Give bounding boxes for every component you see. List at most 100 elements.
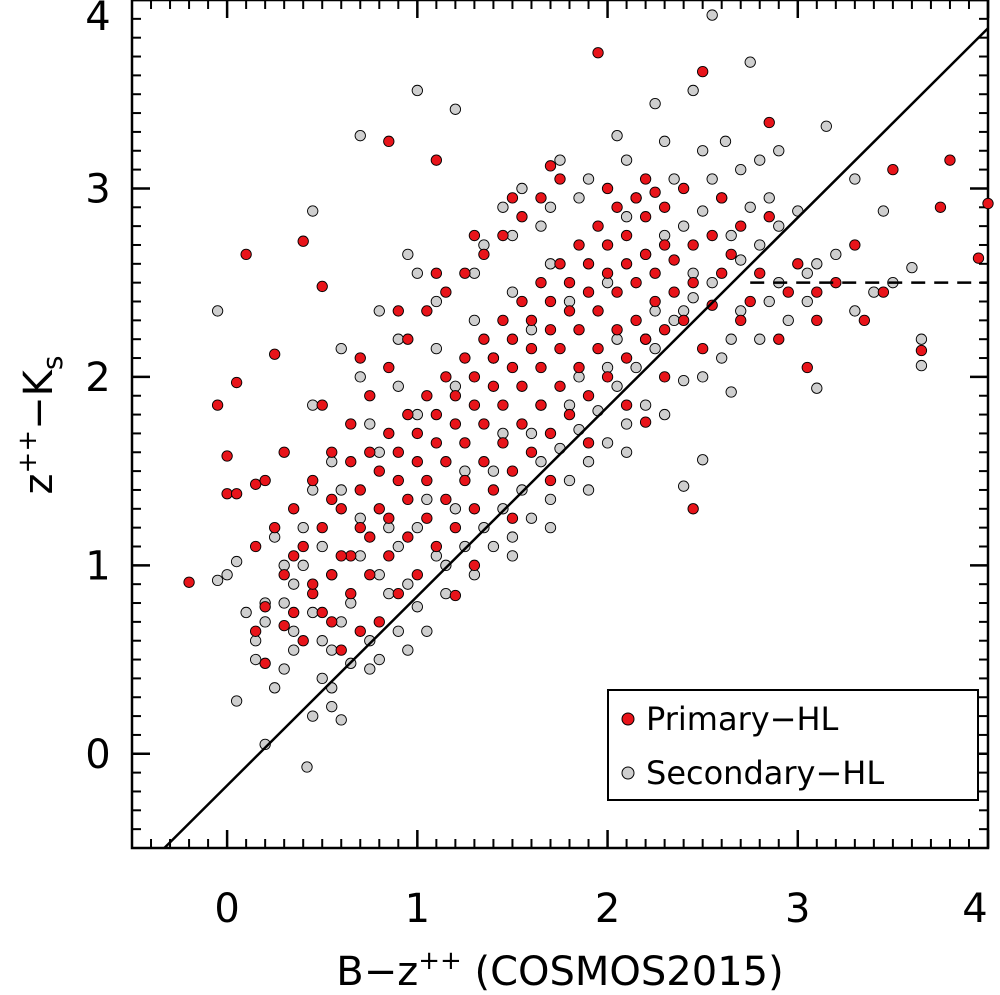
secondary-hl-point xyxy=(468,569,481,581)
secondary-hl-point xyxy=(411,521,423,534)
primary-hl-point xyxy=(849,239,861,251)
primary-hl-point xyxy=(506,512,519,524)
secondary-hl-point xyxy=(487,540,500,553)
primary-hl-point xyxy=(563,277,576,289)
primary-hl-point xyxy=(288,606,300,619)
y-tick-label: 3 xyxy=(85,166,110,212)
primary-hl-point xyxy=(430,540,443,553)
primary-hl-point xyxy=(421,390,433,402)
secondary-hl-point xyxy=(249,635,262,647)
secondary-hl-point xyxy=(582,456,595,468)
secondary-hl-point xyxy=(544,493,557,506)
secondary-hl-point xyxy=(430,295,443,308)
secondary-hl-point xyxy=(754,239,766,251)
primary-hl-point xyxy=(582,258,595,270)
primary-hl-point xyxy=(620,399,633,411)
primary-hl-point xyxy=(259,601,271,613)
primary-hl-point xyxy=(725,248,737,261)
secondary-hl-point xyxy=(620,154,633,166)
secondary-hl-point xyxy=(373,653,385,666)
secondary-hl-point xyxy=(497,503,509,515)
secondary-hl-point xyxy=(307,399,319,411)
x-axis-label-suffix: (COSMOS2015) xyxy=(462,949,784,995)
primary-hl-point xyxy=(183,576,195,588)
secondary-hl-point xyxy=(335,484,347,496)
primary-hl-point xyxy=(402,408,414,421)
secondary-hl-point xyxy=(459,540,471,553)
primary-hl-point xyxy=(364,569,376,581)
primary-hl-point xyxy=(506,361,519,374)
primary-hl-point xyxy=(354,352,366,364)
secondary-hl-point xyxy=(573,192,585,204)
primary-hl-point xyxy=(478,248,490,261)
primary-hl-point xyxy=(497,229,509,242)
primary-hl-point xyxy=(611,201,623,213)
data-points-group xyxy=(183,9,994,773)
primary-hl-point xyxy=(392,305,404,317)
secondary-hl-point xyxy=(611,380,623,392)
primary-hl-point xyxy=(516,418,528,430)
secondary-hl-point xyxy=(506,531,519,543)
primary-hl-point xyxy=(639,333,652,345)
secondary-hl-point xyxy=(706,173,718,185)
secondary-hl-point xyxy=(316,672,328,685)
primary-hl-point xyxy=(639,173,652,185)
secondary-hl-point xyxy=(658,408,671,421)
secondary-hl-point xyxy=(811,382,823,394)
primary-hl-point xyxy=(326,493,338,506)
secondary-hl-point xyxy=(373,446,385,458)
secondary-hl-point xyxy=(259,738,271,751)
primary-hl-point xyxy=(354,625,366,637)
primary-hl-point xyxy=(288,550,300,562)
primary-hl-point xyxy=(468,399,481,411)
secondary-hl-point xyxy=(801,267,813,279)
primary-hl-point xyxy=(887,163,899,176)
secondary-hl-point xyxy=(468,314,481,327)
primary-hl-point xyxy=(934,201,947,213)
primary-hl-point xyxy=(658,324,671,336)
secondary-hl-point xyxy=(307,484,319,496)
primary-hl-point xyxy=(221,450,233,462)
primary-hl-point xyxy=(544,160,557,172)
secondary-hl-point xyxy=(364,663,376,675)
y-tick-label: 4 xyxy=(85,0,110,40)
secondary-hl-point xyxy=(630,361,642,374)
primary-hl-point xyxy=(221,488,233,500)
secondary-hl-point xyxy=(516,182,528,195)
primary-hl-point xyxy=(544,295,557,308)
primary-hl-point xyxy=(383,550,395,562)
y-axis-label-pre: z xyxy=(16,473,62,494)
x-tick-label: 1 xyxy=(405,886,430,932)
primary-hl-point xyxy=(383,512,395,524)
primary-hl-point xyxy=(335,550,347,562)
secondary-hl-point xyxy=(354,550,366,562)
secondary-hl-point xyxy=(278,597,290,609)
secondary-hl-point xyxy=(773,145,785,157)
y-tick-label: 2 xyxy=(85,355,110,401)
primary-hl-point xyxy=(697,342,709,355)
primary-hl-point xyxy=(497,399,509,411)
y-axis-label-sup: ++ xyxy=(13,430,43,474)
primary-hl-point xyxy=(335,644,347,656)
secondary-hl-point xyxy=(554,154,566,166)
secondary-hl-point xyxy=(525,512,538,524)
primary-hl-point xyxy=(459,474,471,487)
primary-hl-point xyxy=(430,408,443,421)
selection-diagonal-line xyxy=(163,27,989,849)
secondary-hl-point xyxy=(697,205,709,217)
primary-hl-point xyxy=(468,371,481,383)
secondary-hl-point xyxy=(487,465,500,477)
primary-hl-point xyxy=(668,286,680,298)
secondary-hl-point xyxy=(573,371,585,383)
secondary-hl-point xyxy=(392,540,404,553)
legend-primary-label: Primary−HL xyxy=(646,700,839,738)
primary-hl-point xyxy=(373,465,385,477)
primary-hl-point xyxy=(316,280,328,293)
secondary-hl-point xyxy=(763,295,775,308)
primary-hl-point xyxy=(335,503,347,515)
secondary-hl-point xyxy=(725,386,737,398)
primary-hl-point xyxy=(449,521,462,534)
primary-hl-point xyxy=(278,619,290,632)
secondary-hl-point xyxy=(811,258,823,270)
